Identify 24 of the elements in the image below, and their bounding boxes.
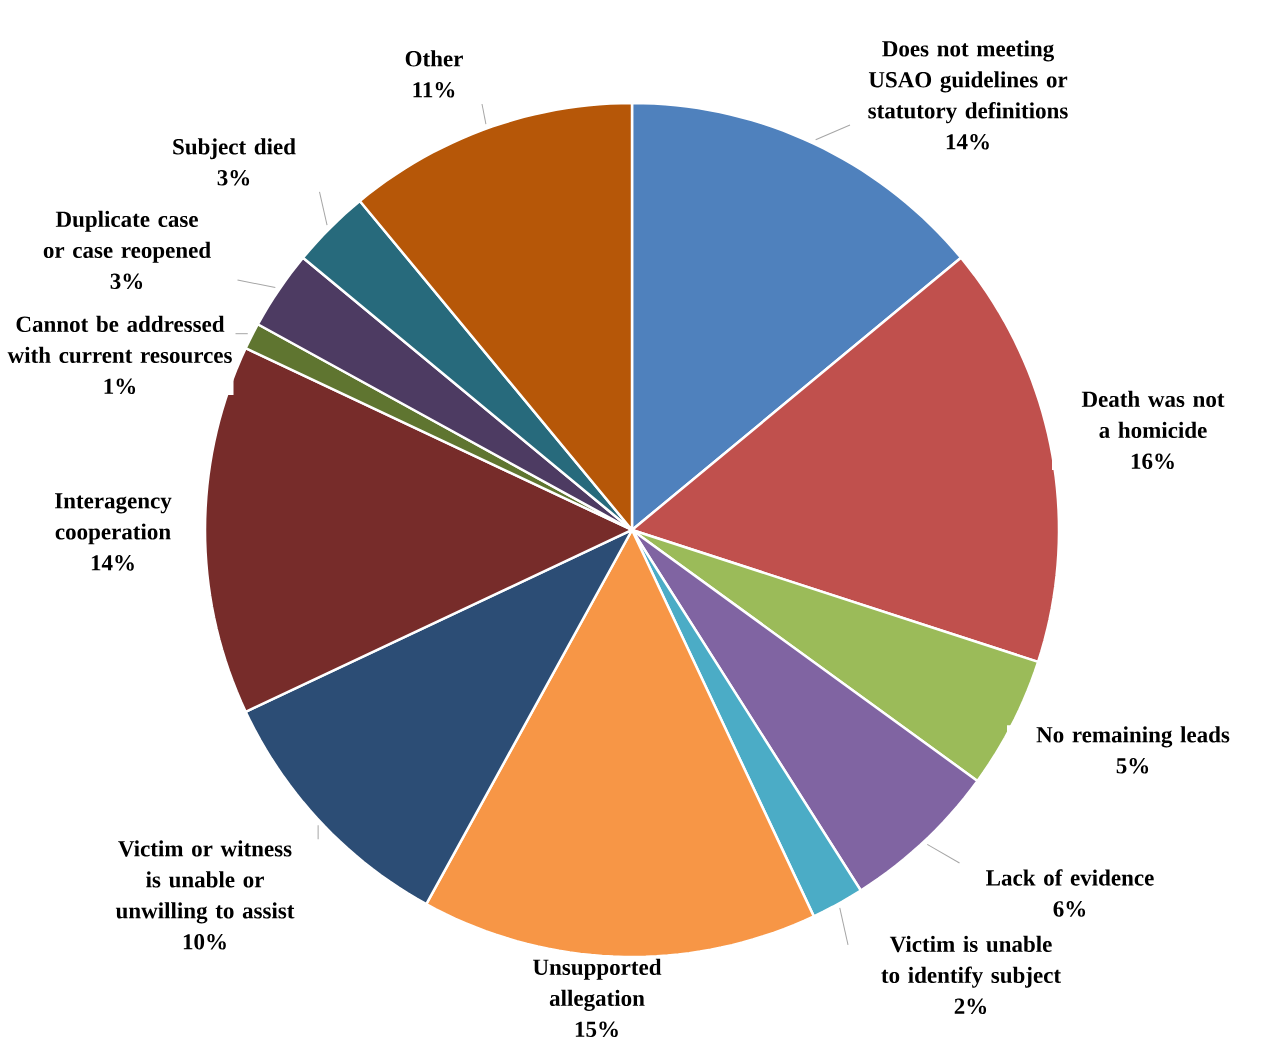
slice-label: Does not meeting USAO guidelines or statutory definitions <box>868 40 1068 124</box>
slice-label: Duplicate case or case reopened <box>43 210 211 263</box>
data-label: 5% <box>1116 758 1149 774</box>
data-label: 2% <box>954 998 987 1015</box>
slice-label: No remaining leads <box>1036 726 1230 748</box>
data-label: 14% <box>91 555 134 571</box>
slice-label: Interagency cooperation <box>55 493 172 545</box>
slice-label: Victim is unable to identify subject <box>881 935 1061 988</box>
data-label: 3% <box>217 170 250 186</box>
slice-label: Subject died <box>173 138 296 160</box>
data-label: 15% <box>575 1021 618 1038</box>
data-label: 1% <box>104 378 136 395</box>
data-label: 11% <box>413 82 455 98</box>
data-label: 10% <box>183 934 226 950</box>
data-label: 6% <box>1053 901 1086 917</box>
data-label: 16% <box>1131 453 1174 470</box>
data-label: 14% <box>946 134 989 150</box>
slice-label: Unsupported allegation <box>533 958 662 1011</box>
slice-label: Death was not a homicide <box>1081 390 1225 439</box>
slice-label: Cannot be addressed with current resources <box>7 315 232 364</box>
slice-label: Victim or witness is unable or unwilling to assist <box>115 840 295 924</box>
slice-label: Lack of evidence <box>986 869 1154 886</box>
data-label: 3% <box>110 273 143 290</box>
slice-label: Other <box>405 50 463 67</box>
